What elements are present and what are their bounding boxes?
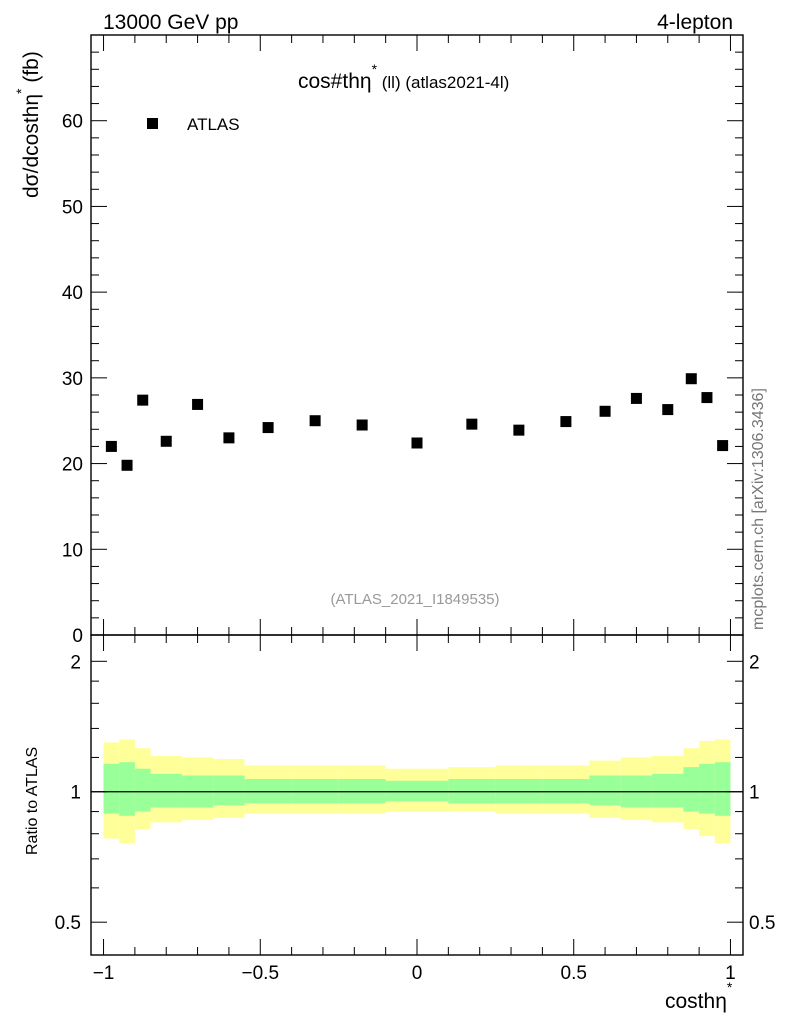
legend-label-atlas: ATLAS <box>187 115 240 134</box>
ratio-y-tick-label-right: 0.5 <box>749 913 775 934</box>
uncertainty-band-bin <box>385 780 449 802</box>
x-axis-label-main: costhη <box>665 990 727 1013</box>
main-axis-ticks: 0 10 20 30 40 50 60 <box>62 34 743 647</box>
uncertainty-band-bin <box>714 762 731 816</box>
data-point <box>560 416 572 428</box>
y-tick-label: 0 <box>72 626 83 647</box>
main-y-axis-label-sup: * <box>13 88 29 94</box>
x-tick-label: 0.5 <box>561 963 587 984</box>
main-y-axis-label: dσ/dcosthη* (fb) <box>13 51 43 198</box>
data-point <box>685 373 697 385</box>
x-axis-label-sup: * <box>727 979 733 995</box>
ratio-y-tick-label-right: 1 <box>749 783 760 804</box>
legend-marker-atlas <box>147 118 158 129</box>
ratio-y-tick-label-left: 0.5 <box>55 913 81 934</box>
data-point <box>121 459 133 471</box>
x-tick-label: −1 <box>93 963 115 984</box>
x-tick-label: 1 <box>725 963 736 984</box>
ratio-y-axis-label: Ratio to ATLAS <box>24 747 41 855</box>
x-tick-label: −0.5 <box>242 963 280 984</box>
data-point <box>599 405 611 417</box>
ratio-y-tick-label-right: 2 <box>749 652 760 673</box>
main-y-axis-label-rest: (fb) <box>20 51 43 88</box>
data-point <box>223 432 235 444</box>
uncertainty-band-bin <box>119 762 135 816</box>
y-tick-label: 60 <box>62 112 83 133</box>
ratio-frame <box>90 634 744 956</box>
y-tick-label: 30 <box>62 369 83 390</box>
data-point <box>356 419 368 431</box>
data-point <box>717 440 729 452</box>
y-tick-label: 20 <box>62 455 83 476</box>
data-point <box>411 437 423 449</box>
x-tick-label: 0 <box>412 963 423 984</box>
y-tick-label: 50 <box>62 197 83 218</box>
data-point <box>662 404 674 416</box>
data-point <box>513 424 525 436</box>
uncertainty-band-bin <box>652 773 684 808</box>
y-tick-label: 40 <box>62 283 83 304</box>
ratio-panel: 0.5 0.5 1 1 2 2 −1 −0.5 0 0.5 1 Ratio to ATLAS cos… <box>24 634 775 1013</box>
y-tick-label: 10 <box>62 540 83 561</box>
x-axis-label: costhη* <box>665 979 733 1013</box>
header-right-label: 4-lepton <box>657 11 733 34</box>
data-point <box>309 415 321 427</box>
main-title: cos#thη* (ll) (atlas2021-4l) <box>298 61 509 93</box>
main-title-rest: (ll) (atlas2021-4l) <box>377 73 509 92</box>
ratio-y-tick-label-left: 2 <box>70 652 81 673</box>
uncertainty-band-bin <box>150 773 182 808</box>
data-point <box>137 394 149 406</box>
uncertainty-band-bin <box>103 763 120 814</box>
data-point <box>192 398 204 410</box>
ratio-y-tick-label-left: 1 <box>70 783 81 804</box>
data-point <box>466 418 478 430</box>
uncertainty-band-bin <box>699 763 715 814</box>
main-title-main: cos#thη <box>298 70 372 93</box>
ratio-bands <box>103 739 731 844</box>
main-data-points <box>105 373 729 471</box>
uncertainty-band-bin <box>683 767 700 812</box>
data-point <box>160 435 172 447</box>
uncertainty-band-bin <box>134 768 151 812</box>
side-source-label: mcplots.cern.ch [arXiv:1306.3436] <box>750 388 767 630</box>
header-left-label: 13000 GeV pp <box>103 11 238 34</box>
legend: ATLAS <box>147 115 240 134</box>
data-point <box>630 392 642 404</box>
data-point <box>701 392 713 404</box>
uncertainty-band-bin <box>213 775 245 806</box>
main-y-axis-label-main: dσ/dcosthη <box>20 94 43 198</box>
main-watermark: (ATLAS_2021_I1849535) <box>330 591 499 608</box>
main-title-sup: * <box>372 61 378 77</box>
data-point <box>105 440 117 452</box>
data-point <box>262 422 274 434</box>
uncertainty-band-bin <box>589 775 621 806</box>
